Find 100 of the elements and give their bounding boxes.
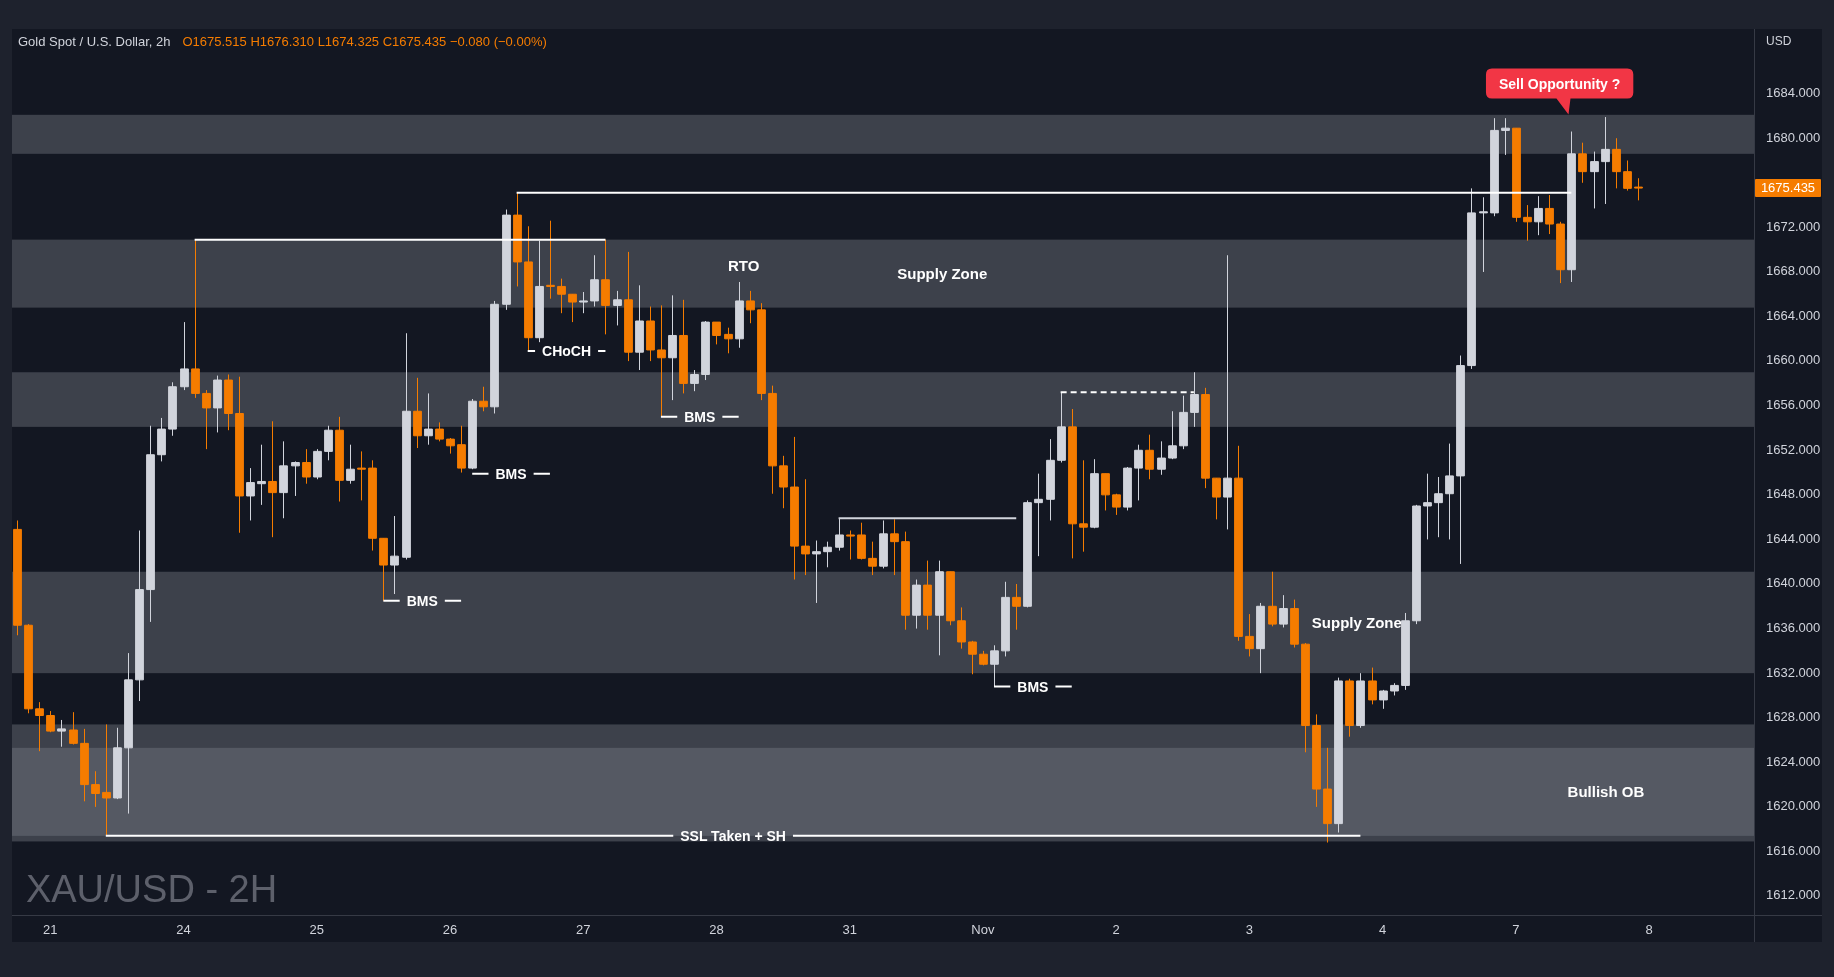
- candlestick: [1479, 196, 1488, 273]
- chart-title: Gold Spot / U.S. Dollar, 2h: [18, 33, 171, 49]
- candlestick: [568, 293, 577, 323]
- candlestick: [191, 239, 200, 399]
- candlestick: [990, 644, 999, 688]
- candlestick: [1356, 672, 1365, 729]
- candlestick: [901, 531, 910, 631]
- candlestick: [1212, 477, 1221, 520]
- series-label: CHoCH: [542, 343, 592, 360]
- candlestick: [1201, 387, 1210, 489]
- candlestick: [368, 459, 377, 552]
- x-tick-label: 24: [176, 921, 191, 937]
- x-tick-label: 27: [576, 921, 591, 937]
- y-tick-label: 1636.000: [1766, 619, 1821, 635]
- candlestick: [724, 327, 733, 354]
- x-tick-label: 7: [1512, 921, 1520, 937]
- candlestick: [1512, 127, 1521, 223]
- candlestick: [313, 448, 322, 480]
- x-tick-label: Nov: [971, 921, 995, 937]
- candlestick: [1379, 689, 1388, 710]
- candlestick: [1190, 371, 1199, 428]
- candlestick: [69, 711, 78, 745]
- candlestick: [1179, 395, 1188, 450]
- candlestick: [346, 444, 355, 485]
- candlestick: [468, 398, 477, 470]
- candlestick: [679, 299, 688, 394]
- candlestick: [335, 416, 344, 503]
- candlestick: [1301, 642, 1310, 753]
- candlestick: [1456, 355, 1465, 565]
- candlestick: [1412, 504, 1421, 625]
- candlestick: [13, 519, 22, 636]
- y-tick-label: 1660.000: [1766, 352, 1821, 368]
- y-tick-label: 1628.000: [1766, 709, 1821, 725]
- candlestick: [635, 284, 644, 371]
- candlestick: [1545, 194, 1554, 235]
- candlestick: [1068, 408, 1077, 559]
- y-tick-label: 1624.000: [1766, 753, 1821, 769]
- candlestick: [357, 450, 366, 501]
- x-tick-label: 8: [1645, 921, 1653, 937]
- candlestick: [590, 254, 599, 307]
- candlestick: [390, 515, 399, 595]
- candlestick: [24, 623, 33, 714]
- candlestick: [846, 530, 855, 560]
- series-label: BMS: [406, 592, 438, 609]
- candlestick: [168, 381, 177, 437]
- candlestick: [124, 652, 133, 815]
- annotation: RTO: [727, 257, 760, 275]
- candlestick: [1168, 410, 1177, 460]
- candlestick: [135, 530, 144, 702]
- candlestick: [1423, 473, 1432, 540]
- candlestick: [968, 640, 977, 675]
- x-tick-label: 28: [709, 921, 724, 937]
- candlestick: [979, 650, 988, 666]
- y-tick-label: 1652.000: [1766, 441, 1821, 457]
- candlestick: [1256, 602, 1265, 674]
- y-tick-label: 1640.000: [1766, 575, 1821, 591]
- candlestick: [1445, 443, 1454, 540]
- candlestick: [790, 436, 799, 581]
- y-tick-label: 1620.000: [1766, 798, 1821, 814]
- candlestick: [268, 420, 277, 538]
- candlestick: [1012, 583, 1021, 631]
- candlestick: [657, 304, 666, 418]
- candlestick: [1145, 434, 1154, 480]
- y-tick-label: 1680.000: [1766, 129, 1821, 145]
- candlestick: [1590, 151, 1599, 209]
- candlestick: [1578, 142, 1587, 184]
- candlestick: [1623, 160, 1632, 192]
- candlestick: [1245, 613, 1254, 657]
- candlestick: [1345, 678, 1354, 738]
- candlestick: [302, 448, 311, 485]
- candlestick: [224, 373, 233, 431]
- candlestick: [1334, 677, 1343, 834]
- candlestick: [424, 392, 433, 446]
- candlestick: [579, 291, 588, 314]
- candlestick: [91, 770, 100, 808]
- candlestick: [712, 321, 721, 345]
- candlestick: [746, 290, 755, 324]
- candlestick: [213, 375, 222, 433]
- y-tick-label: 1644.000: [1766, 530, 1821, 546]
- candlestick: [690, 369, 699, 392]
- candlestick: [513, 192, 522, 287]
- candlestick: [291, 460, 300, 497]
- candlestick: [946, 571, 955, 626]
- candlestick: [1501, 117, 1510, 156]
- candlestick: [1268, 571, 1277, 627]
- candlestick: [435, 421, 444, 442]
- candlestick: [779, 455, 788, 509]
- candlestick: [801, 478, 810, 576]
- x-tick-label: 31: [842, 921, 857, 937]
- candlestick: [324, 425, 333, 461]
- y-tick-label: 1616.000: [1766, 842, 1821, 858]
- candlestick: [1001, 581, 1010, 657]
- candlestick: [935, 560, 944, 656]
- candlestick: [1612, 137, 1621, 189]
- text: 1675.435: [1760, 180, 1816, 196]
- candlestick: [1134, 444, 1143, 501]
- y-tick-label: 1672.000: [1766, 218, 1821, 234]
- candlestick: [1057, 391, 1066, 464]
- candlestick: [1567, 131, 1576, 283]
- candlestick: [180, 321, 189, 391]
